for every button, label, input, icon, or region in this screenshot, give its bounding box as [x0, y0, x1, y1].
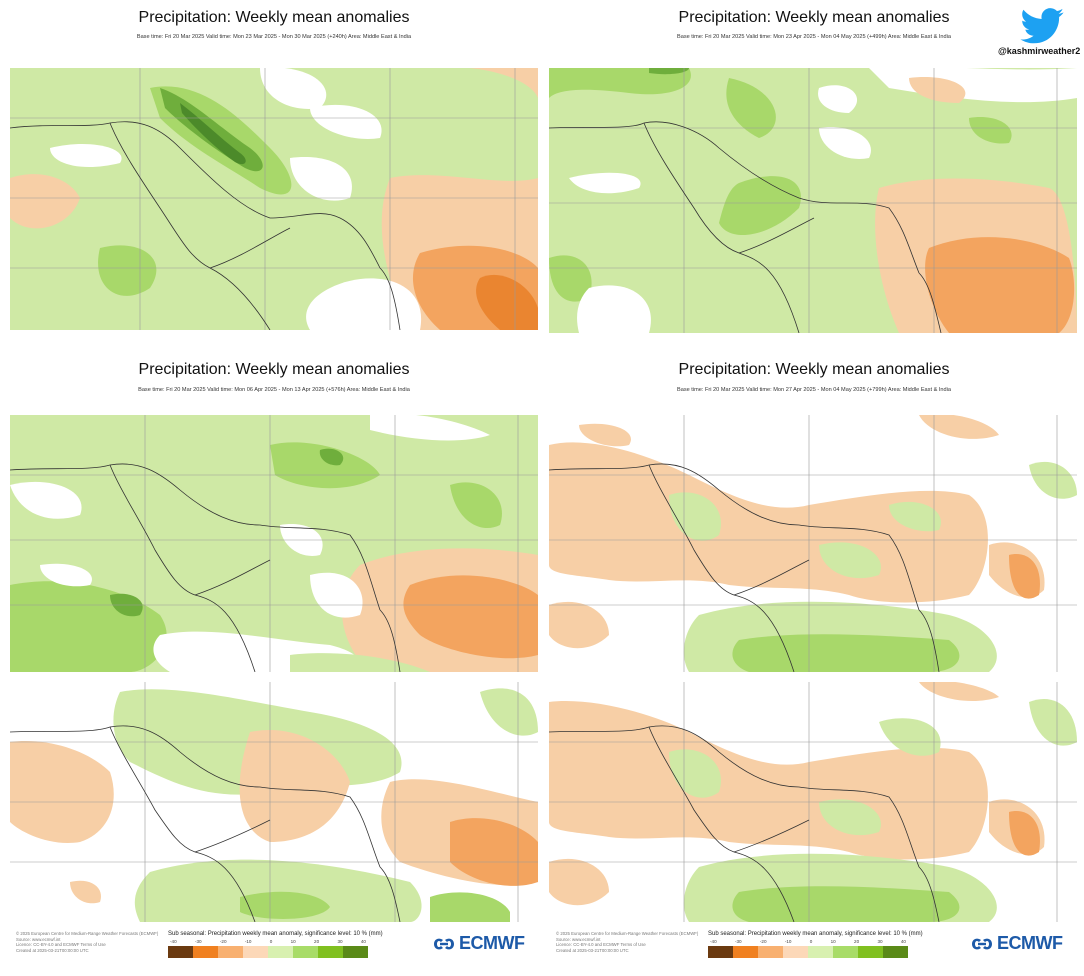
legend-tick: -10	[784, 939, 792, 944]
panel-1-subtitle: Base time: Fri 20 Mar 2025 Valid time: M…	[136, 34, 412, 40]
panel-3-subtitle: Base time: Fri 20 Mar 2025 Valid time: M…	[138, 387, 410, 393]
legend-title: Sub seasonal: Precipitation weekly mean …	[168, 931, 383, 937]
credit-line: Source: www.ecmwf.int	[556, 936, 601, 942]
footer-credits-left: © 2025 European Centre for Medium-Range …	[16, 931, 176, 953]
credit-line: Licence: CC-BY-4.0 and ECMWF Terms of Us…	[556, 942, 646, 947]
legend-tick: -40	[710, 939, 717, 944]
credit-line: © 2025 European Centre for Medium-Range …	[16, 931, 159, 936]
ecmwf-logo-text: ECMWF	[459, 933, 525, 953]
ecmwf-logo: ECMWF	[432, 933, 525, 954]
legend-tick: 0	[809, 939, 813, 944]
panel-2-title: Precipitation: Weekly mean anomalies	[678, 9, 950, 26]
map-panel-3	[10, 415, 538, 672]
legend-tick: -30	[734, 939, 742, 944]
legend-tick: 10	[290, 939, 296, 944]
legend-tick: -20	[759, 939, 767, 944]
legend-tick: 40	[360, 939, 366, 944]
legend-tick: 10	[830, 939, 836, 944]
ecmwf-logo-icon	[434, 938, 454, 949]
legend-tick: 0	[269, 939, 273, 944]
twitter-bird-icon	[1020, 8, 1064, 44]
legend-left: Sub seasonal: Precipitation weekly mean …	[168, 931, 383, 958]
credit-line: © 2025 European Centre for Medium-Range …	[556, 931, 699, 936]
map-panel-2	[549, 68, 1077, 333]
legend-tick: -20	[219, 939, 227, 944]
legend-ticks: -40 -30 -20 -10 0 10 20 30 40	[708, 939, 908, 944]
panel-4-subtitle: Base time: Fri 20 Mar 2025 Valid time: M…	[677, 387, 951, 393]
credit-line: Created at 2025-03-21T00:00:00 UTC	[16, 947, 89, 953]
ecmwf-logo-icon	[972, 938, 992, 949]
legend-tick: -30	[194, 939, 202, 944]
panel-2-subtitle: Base time: Fri 20 Mar 2025 Valid time: M…	[677, 34, 951, 40]
panel-4-title: Precipitation: Weekly mean anomalies	[678, 361, 950, 378]
map-panel-6	[549, 682, 1077, 922]
panel-3-title: Precipitation: Weekly mean anomalies	[138, 361, 410, 378]
legend-tick: -10	[244, 939, 252, 944]
legend-colorbar	[708, 946, 908, 958]
legend-tick: 30	[877, 939, 883, 944]
legend-colorbar	[168, 946, 368, 958]
legend-tick: 40	[900, 939, 906, 944]
legend-tick: 20	[854, 939, 860, 944]
ecmwf-logo-text: ECMWF	[997, 933, 1063, 953]
ecmwf-logo: ECMWF	[970, 933, 1063, 954]
legend-title: Sub seasonal: Precipitation weekly mean …	[708, 931, 923, 937]
twitter-handle: @kashmirweather2	[998, 46, 1081, 56]
credit-line: Created at 2025-03-21T00:00:00 UTC	[556, 947, 629, 953]
legend-tick: 30	[337, 939, 343, 944]
credit-line: Source: www.ecmwf.int	[16, 936, 61, 942]
legend-ticks: -40 -30 -20 -10 0 10 20 30 40	[168, 939, 368, 944]
map-panel-1	[10, 68, 538, 330]
footer-credits-right: © 2025 European Centre for Medium-Range …	[556, 931, 716, 953]
map-panel-4	[549, 415, 1077, 672]
legend-tick: -40	[170, 939, 177, 944]
credit-line: Licence: CC-BY-4.0 and ECMWF Terms of Us…	[16, 942, 106, 947]
legend-tick: 20	[314, 939, 320, 944]
panel-1-title: Precipitation: Weekly mean anomalies	[138, 9, 410, 26]
legend-right: Sub seasonal: Precipitation weekly mean …	[708, 931, 923, 958]
map-panel-5	[10, 682, 538, 922]
